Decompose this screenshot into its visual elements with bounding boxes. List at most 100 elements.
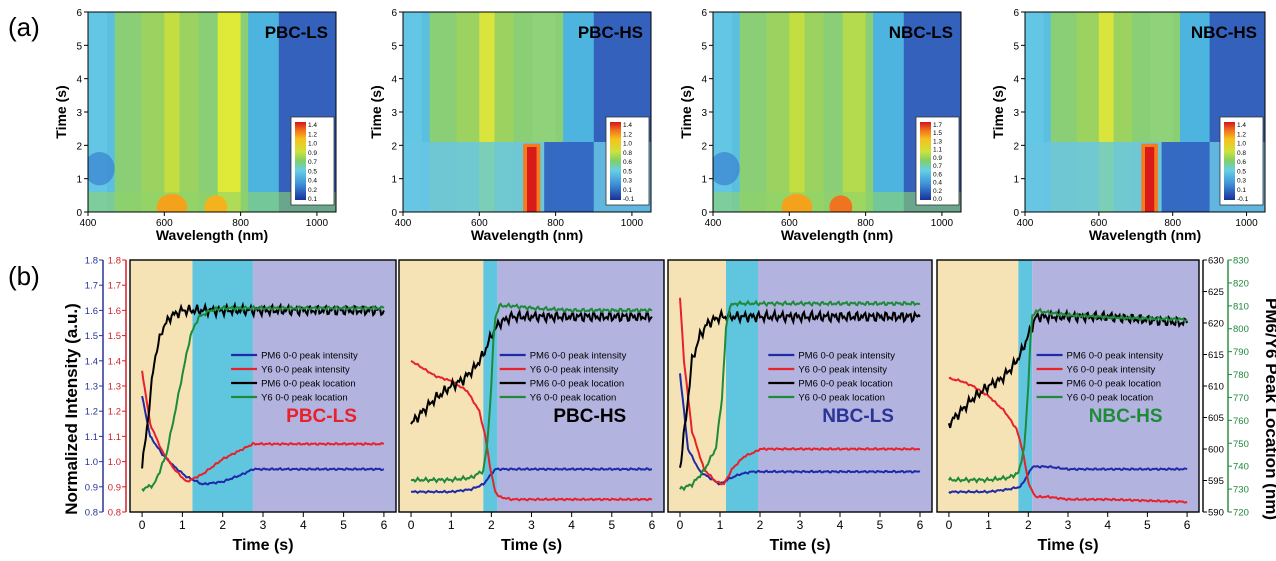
heatmap-y-tick-label: 5 bbox=[701, 41, 707, 52]
legend-label: PM6 0-0 peak intensity bbox=[530, 351, 627, 362]
colorbar-tick-label: 0.5 bbox=[308, 168, 317, 175]
kinetics-panel: 0 1 2 3 4 5 6 Time (s) PM6 0-0 peak intensity Y6 … bbox=[936, 259, 1200, 554]
left-blue-tick-label: 1.7 bbox=[85, 281, 98, 292]
panel-b-label: (b) bbox=[8, 261, 40, 291]
colorbar-tick-label: 1.2 bbox=[308, 131, 317, 138]
colorbar-tick-label: 0.1 bbox=[1237, 187, 1246, 194]
colorbar-tick-label: 1.5 bbox=[933, 130, 942, 137]
legend-label: PM6 0-0 peak intensity bbox=[798, 351, 895, 362]
kinetics-x-tick-label: 6 bbox=[917, 518, 924, 532]
heatmap-panel: PBC-LS 400 600 800 1000 Wavelength (nm) 0 1 2 3 4 5… bbox=[53, 8, 337, 243]
kinetics-x-tick-label: 2 bbox=[488, 518, 495, 532]
right-black-tick-label: 605 bbox=[1208, 413, 1224, 424]
kinetics-x-label: Time (s) bbox=[1037, 537, 1098, 554]
colorbar-tick-label: 0.5 bbox=[623, 168, 632, 175]
colorbar-tick-label: 0.9 bbox=[933, 155, 942, 162]
right-axes: 590 595 600 605 610 615 620 625 630 720 730 740 750 7… bbox=[1202, 256, 1249, 519]
left-blue-tick-label: 0.8 bbox=[85, 508, 98, 519]
right-green-tick-label: 780 bbox=[1233, 370, 1249, 381]
right-green-tick-label: 750 bbox=[1233, 439, 1249, 450]
kinetics-x-tick-label: 6 bbox=[649, 518, 656, 532]
kinetics-x-tick-label: 1 bbox=[717, 518, 724, 532]
right-green-tick-label: 730 bbox=[1233, 485, 1249, 496]
heatmap-blue-spot bbox=[88, 152, 115, 186]
heatmap-low-band bbox=[1098, 142, 1114, 212]
left-axis-label: Normalized Intensity (a.u.) bbox=[62, 303, 81, 515]
heatmap-x-tick-label: 600 bbox=[781, 218, 798, 229]
left-red-tick-label: 1.8 bbox=[108, 256, 121, 267]
kinetics-x-tick-label: 0 bbox=[139, 518, 146, 532]
colorbar-tick-label: 1.2 bbox=[1237, 131, 1246, 138]
heatmap-band bbox=[789, 12, 805, 212]
left-red-tick-label: 0.8 bbox=[108, 508, 121, 519]
right-green-tick-label: 790 bbox=[1233, 347, 1249, 358]
heatmap-y-label: Time (s) bbox=[678, 85, 694, 138]
series-line bbox=[679, 299, 921, 492]
stage-1-region bbox=[937, 260, 1019, 512]
heatmap-y-tick-label: 0 bbox=[391, 208, 397, 219]
kinetics-x-tick-label: 4 bbox=[300, 518, 307, 532]
kinetics-x-label: Time (s) bbox=[769, 537, 830, 554]
right-black-tick-label: 615 bbox=[1208, 350, 1224, 361]
right-green-tick-label: 740 bbox=[1233, 462, 1249, 473]
left-red-tick-label: 1.6 bbox=[108, 306, 121, 317]
kinetics-title: PBC-LS bbox=[286, 406, 357, 427]
kinetics-title: NBC-LS bbox=[822, 406, 894, 427]
heatmap-y-tick-label: 4 bbox=[391, 75, 397, 86]
heatmap-x-tick-label: 800 bbox=[1164, 218, 1181, 229]
colorbar-tick-label: 0.1 bbox=[623, 187, 632, 194]
left-blue-tick-label: 1.3 bbox=[85, 382, 98, 393]
right-green-tick-label: 830 bbox=[1233, 256, 1249, 267]
right-black-tick-label: 620 bbox=[1208, 319, 1224, 330]
colorbar-tick-label: 1.2 bbox=[623, 131, 632, 138]
heatmap-band bbox=[873, 12, 904, 212]
kinetics-x-tick-label: 4 bbox=[568, 518, 575, 532]
kinetics-panel: 0 1 2 3 4 5 6 Time (s) PM6 0-0 peak intensity Y6 … bbox=[398, 259, 665, 554]
left-red-tick-label: 1.3 bbox=[108, 382, 121, 393]
kinetics-x-tick-label: 5 bbox=[608, 518, 615, 532]
heatmap-y-tick-label: 6 bbox=[76, 8, 82, 19]
heatmap-y-tick-label: 1 bbox=[701, 175, 707, 186]
kinetics-x-tick-label: 1 bbox=[448, 518, 455, 532]
kinetics-x-tick-label: 0 bbox=[946, 518, 953, 532]
heatmap-y-tick-label: 1 bbox=[76, 175, 82, 186]
heatmap-title: NBC-HS bbox=[1191, 23, 1257, 42]
kinetics-row: 0 1 2 3 4 5 6 Time (s) PM6 0-0 peak intensity Y6 … bbox=[85, 256, 1249, 555]
series-line bbox=[679, 297, 921, 486]
kinetics-x-tick-label: 5 bbox=[340, 518, 347, 532]
legend-label: PM6 0-0 peak location bbox=[261, 379, 356, 390]
heatmap-y-tick-label: 3 bbox=[1013, 108, 1019, 119]
legend-label: PM6 0-0 peak intensity bbox=[261, 351, 358, 362]
kinetics-x-tick-label: 3 bbox=[797, 518, 804, 532]
series-line bbox=[948, 376, 1188, 504]
right-green-tick-label: 820 bbox=[1233, 278, 1249, 289]
heatmap-band bbox=[217, 12, 241, 212]
left-axes: 0.8 0.9 1.0 1.1 1.2 1.3 1.4 1.5 1.6 1.7 1.8 0.8 0.9 1… bbox=[85, 256, 127, 519]
heatmap-image bbox=[713, 12, 961, 212]
colorbar-tick-label: 0.9 bbox=[308, 150, 317, 157]
colorbar-tick-label: 1.4 bbox=[308, 122, 317, 129]
colorbar-tick-label: 0.8 bbox=[1237, 150, 1246, 157]
heatmap-x-tick-label: 800 bbox=[547, 218, 564, 229]
right-green-tick-label: 800 bbox=[1233, 324, 1249, 335]
heatmap-peak-core bbox=[1145, 147, 1155, 212]
kinetics-x-tick-label: 5 bbox=[877, 518, 884, 532]
kinetics-x-label: Time (s) bbox=[501, 537, 562, 554]
kinetics-x-tick-label: 2 bbox=[757, 518, 764, 532]
heatmap-band bbox=[164, 12, 180, 212]
heatmap-blue-spot bbox=[713, 152, 740, 186]
heatmap-x-tick-label: 1000 bbox=[931, 218, 954, 229]
left-red-tick-label: 0.9 bbox=[108, 482, 121, 493]
series-line bbox=[141, 370, 385, 483]
heatmap-x-tick-label: 400 bbox=[395, 218, 412, 229]
right-black-tick-label: 590 bbox=[1208, 508, 1224, 519]
heatmap-y-tick-label: 4 bbox=[76, 75, 82, 86]
heatmap-x-tick-label: 400 bbox=[80, 218, 97, 229]
kinetics-x-tick-label: 3 bbox=[1065, 518, 1072, 532]
left-blue-tick-label: 1.4 bbox=[85, 356, 98, 367]
heatmap-y-tick-label: 5 bbox=[76, 41, 82, 52]
heatmap-x-label: Wavelength (nm) bbox=[781, 227, 893, 243]
heatmap-panel: NBC-HS 400 600 800 1000 Wavelength (nm) 0 1 2 3 4 5… bbox=[990, 8, 1266, 243]
